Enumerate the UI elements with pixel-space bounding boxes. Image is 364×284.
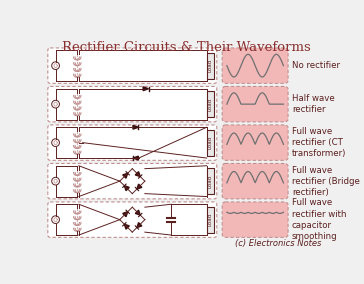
Text: Load: Load <box>208 175 213 188</box>
FancyBboxPatch shape <box>48 202 217 237</box>
Text: Load: Load <box>208 59 213 72</box>
Bar <box>207 130 214 156</box>
Polygon shape <box>137 223 142 227</box>
Text: Load: Load <box>208 97 213 111</box>
FancyBboxPatch shape <box>222 163 288 199</box>
Text: Full wave
rectifier with
capacitor
smoothing: Full wave rectifier with capacitor smoot… <box>292 199 347 241</box>
Text: Full wave
rectifier (CT
transformer): Full wave rectifier (CT transformer) <box>292 127 346 158</box>
Polygon shape <box>124 186 129 191</box>
Bar <box>207 168 214 194</box>
Text: Rectifier Circuits & Their Waveforms: Rectifier Circuits & Their Waveforms <box>62 41 311 54</box>
FancyBboxPatch shape <box>48 125 217 160</box>
Polygon shape <box>137 184 142 189</box>
Text: Full wave
rectifier (Bridge
rectifier): Full wave rectifier (Bridge rectifier) <box>292 166 360 197</box>
Text: (c) Electronics Notes: (c) Electronics Notes <box>235 239 321 248</box>
Polygon shape <box>143 87 149 91</box>
FancyBboxPatch shape <box>48 48 217 83</box>
Text: No rectifier: No rectifier <box>292 61 340 70</box>
Polygon shape <box>135 210 140 215</box>
FancyBboxPatch shape <box>222 125 288 160</box>
FancyBboxPatch shape <box>222 202 288 237</box>
FancyBboxPatch shape <box>48 163 217 199</box>
Text: Load: Load <box>208 213 213 226</box>
FancyBboxPatch shape <box>222 48 288 83</box>
Bar <box>207 91 214 117</box>
Text: Half wave
rectifier: Half wave rectifier <box>292 94 335 114</box>
Polygon shape <box>123 212 128 217</box>
Polygon shape <box>135 172 140 177</box>
Bar <box>207 206 214 233</box>
Text: Load: Load <box>208 136 213 149</box>
Polygon shape <box>133 156 138 160</box>
Polygon shape <box>133 125 138 129</box>
Bar <box>207 53 214 79</box>
FancyBboxPatch shape <box>48 86 217 122</box>
Polygon shape <box>123 173 128 178</box>
FancyBboxPatch shape <box>222 86 288 122</box>
Polygon shape <box>124 224 129 229</box>
